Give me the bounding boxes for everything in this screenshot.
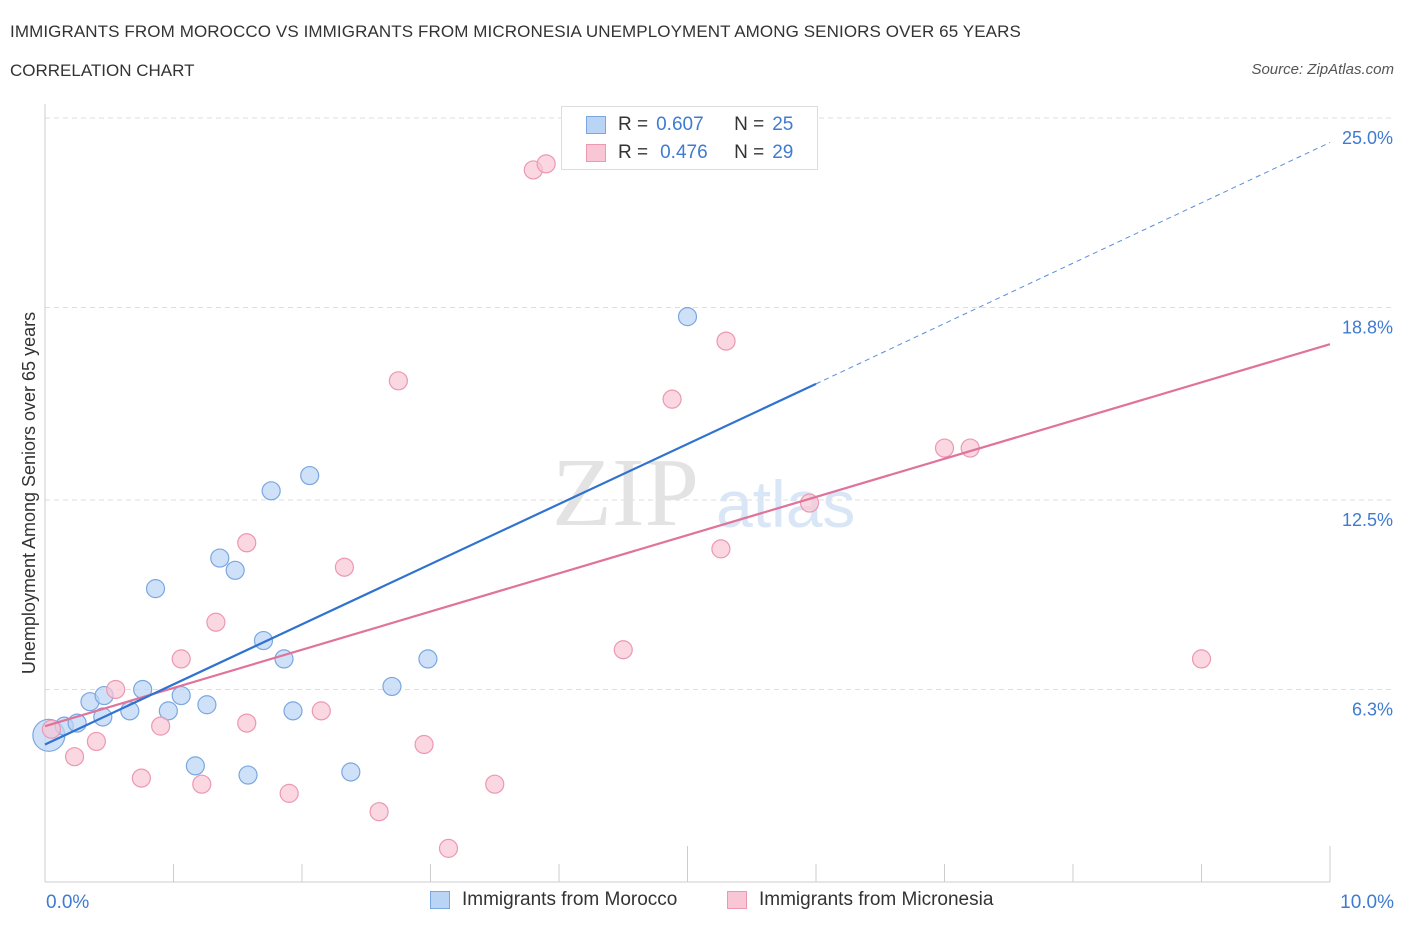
- bottom-legend-label-micronesia: Immigrants from Micronesia: [759, 889, 994, 910]
- x-tick-label: 0.0%: [46, 892, 89, 913]
- axes: [44, 104, 1331, 883]
- legend-r-value: 0.476: [660, 142, 708, 163]
- micronesia-point: [960, 438, 980, 458]
- morocco-point: [418, 649, 438, 669]
- watermark-atlas: atlas: [716, 467, 855, 541]
- morocco-trend-extension: [815, 141, 1331, 385]
- micronesia-trend-line: [44, 343, 1331, 728]
- micronesia-point: [311, 701, 331, 721]
- axis-labels: 6.3% 12.5% 18.8% 25.0% 0.0% 10.0% Unemployment…: [19, 128, 1394, 913]
- micronesia-point: [414, 734, 434, 755]
- morocco-point: [261, 481, 281, 501]
- legend-n-value: 25: [772, 114, 794, 135]
- chart-title: IMMIGRANTS FROM MOROCCO VS IMMIGRANTS FR…: [10, 22, 1021, 41]
- legend-n-value: 29: [772, 142, 794, 163]
- morocco-point: [382, 676, 402, 697]
- micronesia-point: [206, 612, 226, 632]
- micronesia-point: [388, 371, 408, 391]
- micronesia-point: [934, 438, 955, 458]
- micronesia-point: [613, 640, 633, 660]
- correlation-legend: R = 0.607 N = 25 R = 0.476 N = 29: [561, 106, 818, 170]
- micronesia-point: [131, 768, 151, 788]
- trend-lines: [44, 141, 1331, 746]
- bottom-legend-swatch-micronesia: [727, 891, 747, 909]
- micronesia-point: [536, 154, 556, 174]
- morocco-point: [253, 630, 274, 651]
- morocco-point: [225, 560, 245, 580]
- x-tick-label: 10.0%: [1340, 892, 1394, 913]
- micronesia-point: [86, 731, 107, 752]
- legend-row-morocco: R = 0.607 N = 25: [586, 111, 793, 139]
- legend-row-micronesia: R = 0.476 N = 29: [586, 139, 793, 167]
- legend-r-label: R =: [618, 114, 649, 135]
- morocco-point: [300, 465, 320, 486]
- legend-n-label: N =: [734, 142, 765, 163]
- legend-swatch-morocco: [586, 116, 606, 134]
- micronesia-point: [192, 774, 212, 794]
- y-axis-title: Unemployment Among Seniors over 65 years: [19, 312, 39, 674]
- chart-subtitle: CORRELATION CHART: [10, 61, 195, 80]
- micronesia-point: [237, 713, 257, 733]
- bottom-legend-micronesia: Immigrants from Micronesia: [727, 889, 993, 911]
- legend-r-value: 0.607: [656, 114, 704, 135]
- morocco-trend-line: [44, 382, 817, 746]
- morocco-point: [677, 307, 698, 327]
- micronesia-point: [662, 389, 682, 409]
- micronesia-point: [64, 747, 85, 767]
- micronesia-point: [106, 679, 126, 700]
- micronesia-point: [716, 331, 736, 351]
- morocco-point: [185, 756, 205, 776]
- y-tick-label: 12.5%: [1342, 510, 1393, 530]
- bottom-legend-morocco: Immigrants from Morocco: [430, 889, 677, 911]
- source-credit: Source: ZipAtlas.com: [1251, 61, 1394, 78]
- morocco-point: [171, 685, 191, 706]
- zipatlas-watermark: ZIP atlas: [552, 439, 855, 547]
- bottom-legend-label-morocco: Immigrants from Morocco: [462, 889, 678, 910]
- micronesia-point: [369, 802, 389, 822]
- grid-lines: [45, 117, 1392, 690]
- micronesia-point: [151, 716, 171, 736]
- data-points: [32, 154, 1212, 858]
- y-tick-label: 18.8%: [1342, 317, 1393, 337]
- micronesia-point: [485, 774, 505, 794]
- bottom-legend-swatch-morocco: [430, 891, 450, 909]
- micronesia-point: [279, 783, 299, 803]
- watermark-zip: ZIP: [552, 439, 699, 547]
- morocco-point: [210, 548, 230, 568]
- legend-r-label: R =: [618, 142, 649, 163]
- morocco-point: [341, 762, 361, 782]
- micronesia-point: [1191, 649, 1212, 669]
- micronesia-point: [237, 533, 257, 553]
- y-tick-label: 6.3%: [1352, 699, 1393, 719]
- morocco-point: [238, 765, 258, 785]
- micronesia-point: [438, 838, 459, 858]
- micronesia-point: [171, 649, 191, 669]
- y-tick-label: 25.0%: [1342, 128, 1393, 148]
- micronesia-point: [334, 557, 355, 577]
- morocco-point: [197, 695, 217, 715]
- morocco-point: [283, 701, 303, 721]
- morocco-point: [158, 701, 178, 721]
- legend-swatch-micronesia: [586, 144, 606, 162]
- micronesia-point: [711, 539, 731, 559]
- morocco-point: [145, 579, 166, 599]
- legend-n-label: N =: [734, 114, 765, 135]
